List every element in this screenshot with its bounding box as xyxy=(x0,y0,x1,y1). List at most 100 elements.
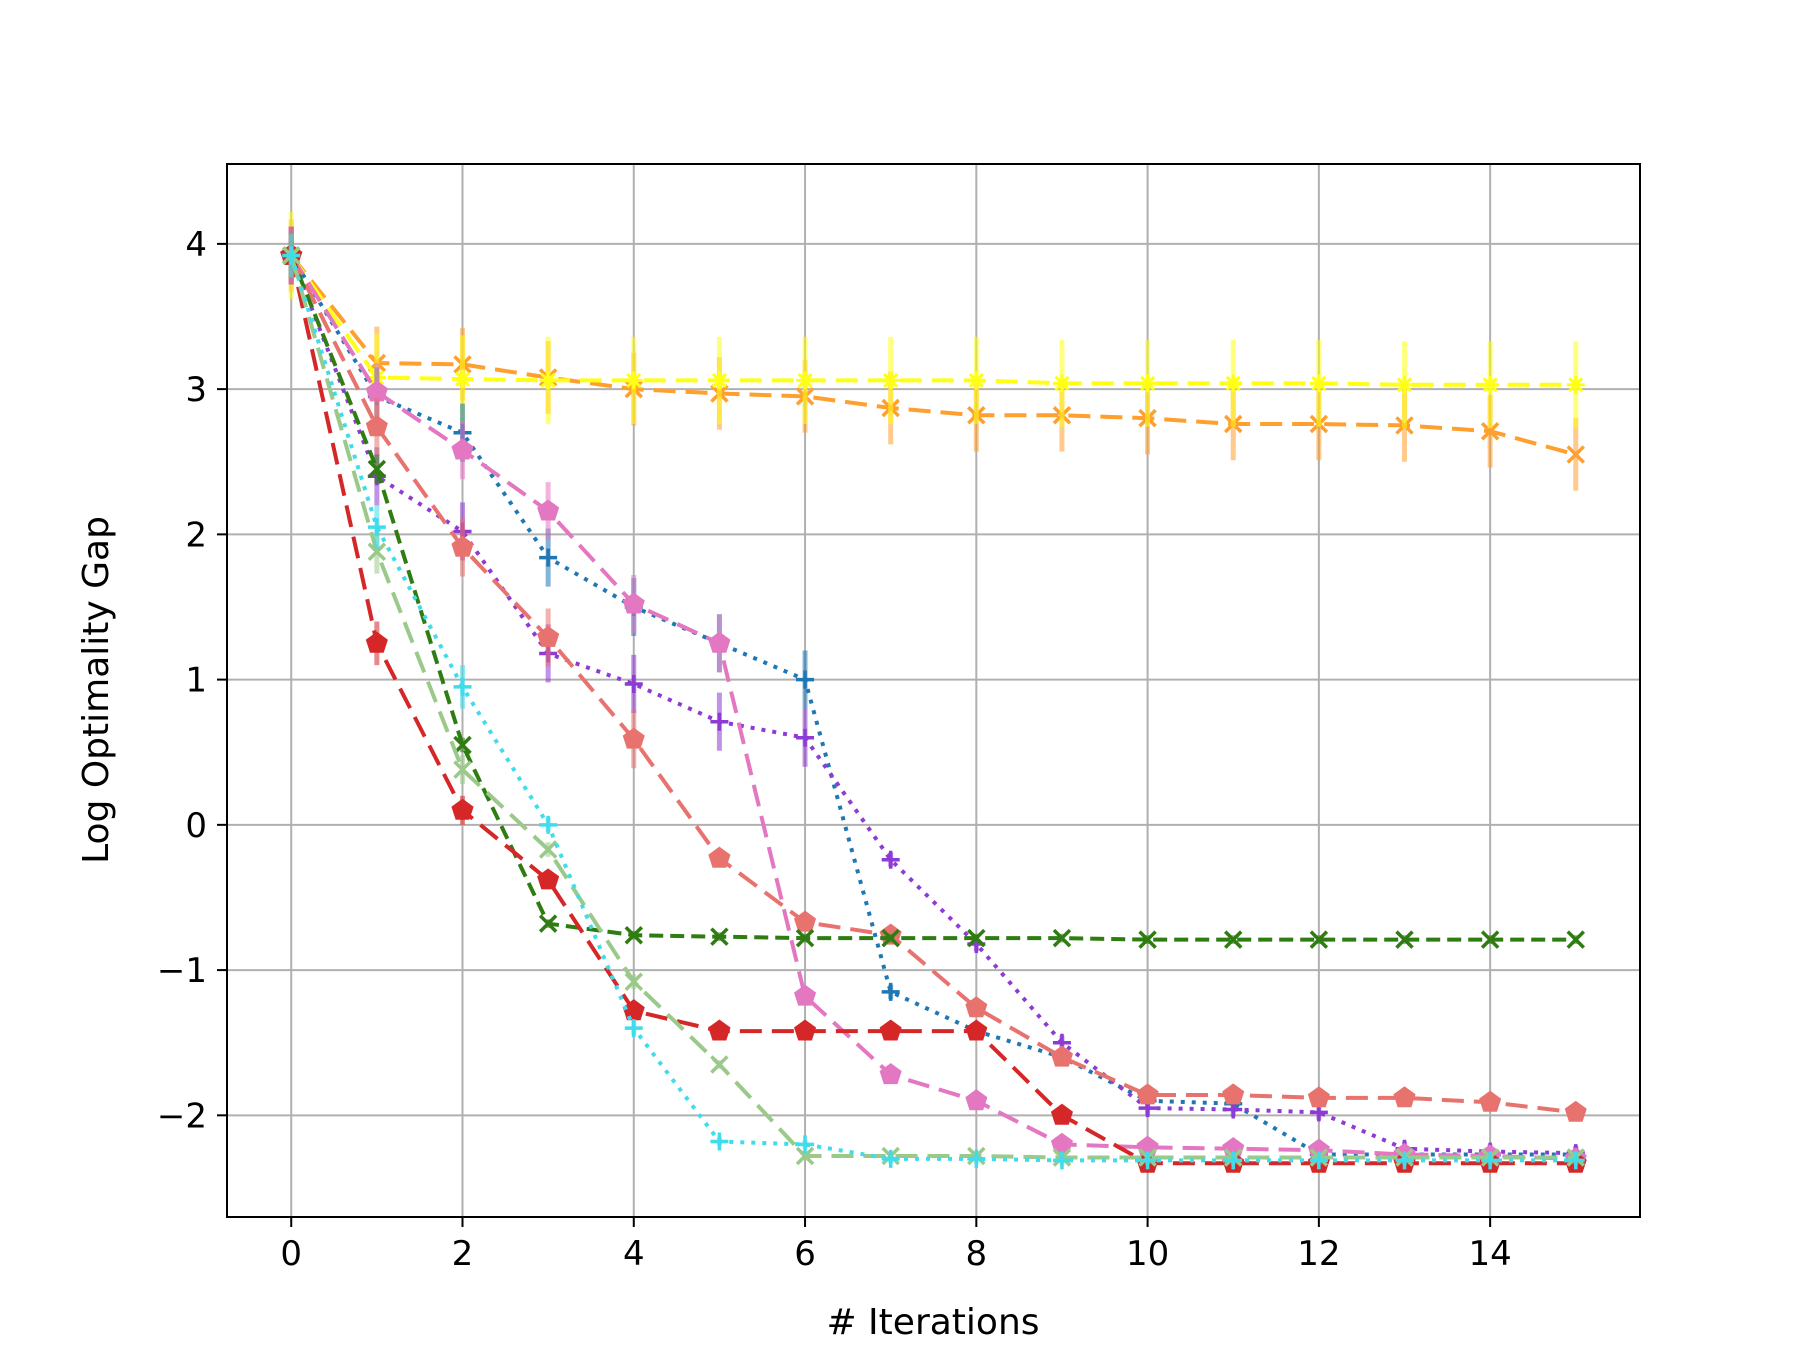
data-point-x-marker xyxy=(795,928,815,948)
data-point-star-marker xyxy=(1052,374,1071,393)
series-line xyxy=(289,254,1577,1115)
data-point-star-marker xyxy=(1566,375,1585,394)
data-point-plus-marker xyxy=(1309,1151,1328,1170)
data-point-plus-marker xyxy=(624,674,643,693)
data-point-x-marker xyxy=(710,927,729,946)
data-point-plus-marker xyxy=(1138,1151,1157,1170)
data-point-pentagon-marker xyxy=(708,846,731,868)
data-point-plus-marker xyxy=(624,1019,643,1038)
data-point-pentagon-marker xyxy=(451,798,474,820)
data-point-pentagon-marker xyxy=(879,1019,902,1041)
data-point-pentagon-marker xyxy=(965,1019,988,1041)
data-point-x-marker xyxy=(967,928,986,948)
data-point-x-marker xyxy=(795,1146,815,1166)
data-point-star-marker xyxy=(624,371,643,390)
data-point-pentagon-marker xyxy=(1136,1083,1159,1105)
data-point-pentagon-marker xyxy=(1307,1086,1330,1108)
data-point-pentagon-marker xyxy=(794,1019,817,1041)
plot-frame xyxy=(226,163,1641,1218)
y-tick-label: 4 xyxy=(185,225,207,265)
data-point-star-marker xyxy=(539,371,558,390)
data-point-pentagon-marker xyxy=(879,1063,902,1085)
series-line xyxy=(289,255,1576,1166)
data-point-star-marker xyxy=(967,371,986,390)
data-point-x-marker xyxy=(538,840,558,859)
y-tick-label: −1 xyxy=(157,951,207,991)
x-tick-label: 14 xyxy=(1469,1234,1512,1274)
data-point-star-marker xyxy=(881,371,900,390)
data-point-x-marker xyxy=(881,928,900,948)
data-point-star-marker xyxy=(453,369,472,388)
data-point-plus-marker xyxy=(881,850,900,869)
data-point-plus-marker xyxy=(710,1132,729,1151)
data-point-x-marker xyxy=(1395,930,1414,949)
data-point-plus-marker xyxy=(1052,1151,1071,1170)
data-point-plus-marker xyxy=(1481,1151,1500,1170)
data-point-star-marker xyxy=(1481,375,1500,394)
data-point-pentagon-marker xyxy=(1222,1083,1245,1105)
data-point-x-marker xyxy=(1566,445,1586,464)
data-point-x-marker xyxy=(367,542,387,562)
x-tick-label: 0 xyxy=(280,1234,302,1274)
data-point-plus-marker xyxy=(796,670,815,689)
series-line xyxy=(289,254,1576,1161)
data-point-pentagon-marker xyxy=(1393,1086,1416,1108)
data-point-pentagon-marker xyxy=(1479,1090,1502,1112)
x-tick-label: 10 xyxy=(1126,1234,1169,1274)
data-point-x-marker xyxy=(1566,930,1586,949)
data-point-star-marker xyxy=(1395,375,1414,394)
y-tick-label: 1 xyxy=(185,661,207,701)
data-point-pentagon-marker xyxy=(1050,1045,1073,1067)
data-point-x-marker xyxy=(538,914,558,933)
data-point-pentagon-marker xyxy=(622,727,645,749)
data-point-x-marker xyxy=(367,459,387,479)
data-point-plus-marker xyxy=(796,1135,815,1154)
data-point-plus-marker xyxy=(881,1149,900,1168)
data-point-pentagon-marker xyxy=(708,1019,731,1041)
data-point-plus-marker xyxy=(282,246,301,265)
data-point-x-marker xyxy=(1480,930,1500,949)
series-line xyxy=(289,254,1576,1160)
data-point-star-marker xyxy=(710,371,729,390)
x-axis-label: # Iterations xyxy=(826,1302,1039,1343)
data-point-pentagon-marker xyxy=(794,984,817,1006)
data-point-plus-marker xyxy=(367,518,386,537)
x-tick-label: 8 xyxy=(965,1234,987,1274)
data-point-pentagon-marker xyxy=(708,631,731,653)
series-2 xyxy=(282,211,1585,429)
data-point-pentagon-marker xyxy=(365,415,388,437)
data-point-pentagon-marker xyxy=(1564,1100,1587,1122)
data-point-plus-marker xyxy=(1566,1151,1585,1170)
y-tick-label: 0 xyxy=(185,806,207,846)
data-point-star-marker xyxy=(1309,374,1328,393)
data-point-x-marker xyxy=(453,735,472,755)
data-point-plus-marker xyxy=(1395,1151,1414,1170)
y-tick-label: 2 xyxy=(185,515,207,555)
data-point-plus-marker xyxy=(453,677,472,696)
data-point-x-marker xyxy=(1309,930,1329,949)
data-point-plus-marker xyxy=(710,712,729,731)
data-point-x-marker xyxy=(624,925,644,945)
x-tick-label: 4 xyxy=(623,1234,645,1274)
data-point-plus-marker xyxy=(881,982,900,1001)
data-point-pentagon-marker xyxy=(537,868,560,890)
series-line xyxy=(289,254,1576,942)
data-point-x-marker xyxy=(1138,930,1157,949)
series-6 xyxy=(280,226,1587,1122)
data-point-pentagon-marker xyxy=(451,438,474,460)
data-point-pentagon-marker xyxy=(365,631,388,653)
data-point-pentagon-marker xyxy=(622,592,645,614)
data-point-plus-marker xyxy=(967,1149,986,1168)
data-point-x-marker xyxy=(1052,928,1072,948)
data-point-pentagon-marker xyxy=(537,625,560,647)
y-tick-label: −2 xyxy=(157,1096,207,1136)
data-point-plus-marker xyxy=(539,548,558,567)
data-point-x-marker xyxy=(624,972,644,991)
plot-background xyxy=(227,164,1640,1217)
data-point-pentagon-marker xyxy=(451,535,474,557)
series-layer xyxy=(280,211,1587,1173)
data-point-pentagon-marker xyxy=(537,499,560,521)
